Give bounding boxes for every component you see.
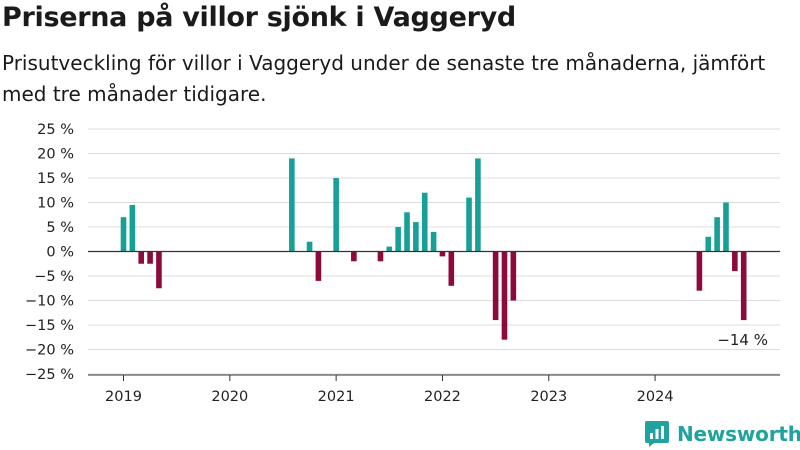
- x-tick-label: 2022: [424, 389, 461, 405]
- y-tick-label: 15 %: [37, 171, 74, 187]
- x-tick-label: 2021: [318, 389, 355, 405]
- bar: [439, 251, 446, 257]
- bar: [404, 212, 410, 252]
- x-tick-label: 2019: [105, 389, 142, 405]
- bar: [413, 222, 419, 252]
- y-tick-label: 20 %: [37, 147, 74, 163]
- y-tick-label: −15 %: [25, 318, 74, 334]
- bar: [732, 251, 738, 272]
- y-tick-label: −20 %: [25, 343, 74, 359]
- y-tick-label: −25 %: [25, 367, 74, 383]
- bar: [714, 217, 720, 252]
- bar: [315, 251, 322, 281]
- bar: [377, 251, 384, 262]
- bar: [156, 251, 162, 289]
- bar-chart-speech-bubble-icon: [645, 421, 669, 447]
- bar: [138, 251, 145, 264]
- chart-title: Priserna på villor sjönk i Vaggeryd: [2, 2, 516, 33]
- bar: [466, 197, 472, 252]
- bar: [395, 227, 401, 252]
- y-tick-label: 25 %: [37, 122, 74, 138]
- bar: [501, 251, 508, 340]
- bar: [147, 251, 153, 264]
- bar: [475, 158, 481, 252]
- y-tick-label: 0 %: [46, 245, 74, 261]
- x-tick-label: 2024: [637, 389, 674, 405]
- bar: [289, 158, 295, 252]
- brand-logo: Newsworthy: [645, 421, 800, 447]
- y-tick-label: 5 %: [46, 220, 74, 236]
- bar: [129, 204, 136, 252]
- x-tick-label: 2020: [211, 389, 248, 405]
- bar: [740, 251, 747, 321]
- brand-name: Newsworthy: [677, 422, 800, 446]
- y-tick-label: −5 %: [34, 269, 74, 285]
- bar: [492, 251, 499, 321]
- bar: [705, 236, 712, 252]
- bar: [696, 251, 703, 291]
- bar: [333, 178, 339, 252]
- bar: [510, 251, 517, 301]
- chart-subtitle: Prisutveckling för villor i Vaggeryd und…: [2, 51, 766, 106]
- bar: [448, 251, 455, 286]
- bar: [421, 192, 428, 252]
- value-annotation: −14 %: [717, 331, 768, 349]
- bar: [386, 246, 393, 252]
- bar: [723, 202, 729, 252]
- bar: [430, 231, 437, 252]
- x-tick-label: 2023: [530, 389, 567, 405]
- bar: [351, 251, 357, 262]
- y-tick-label: −10 %: [25, 294, 74, 310]
- y-tick-label: 10 %: [37, 196, 74, 212]
- bar: [306, 241, 313, 252]
- bar: [120, 217, 127, 252]
